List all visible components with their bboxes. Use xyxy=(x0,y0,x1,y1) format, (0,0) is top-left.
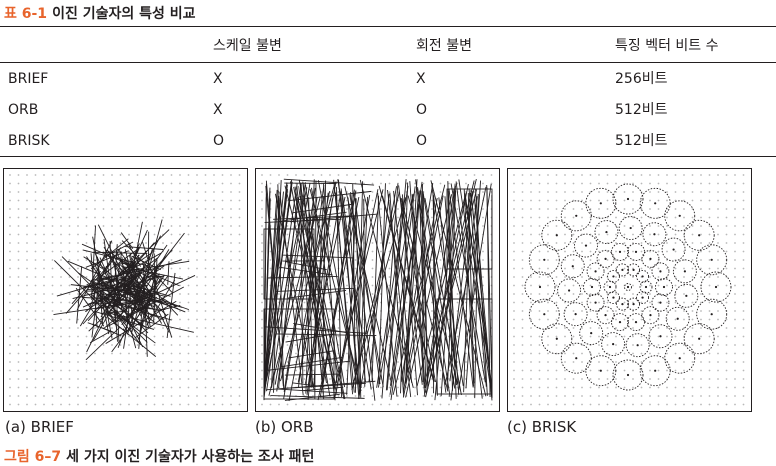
row-brief-name: BRIEF xyxy=(8,71,49,87)
table-caption: 표 6-1 이진 기술자의 특성 비교 xyxy=(4,3,195,23)
orb-test-pairs xyxy=(263,178,493,402)
table-bottom-rule xyxy=(0,156,776,157)
background-dot-grid xyxy=(9,174,241,406)
figure-title: 세 가지 이진 기술자가 사용하는 조사 패턴 xyxy=(66,449,315,465)
orb-pattern-drawing xyxy=(261,174,493,406)
brisk-panel-label: (c) BRISK xyxy=(507,418,577,436)
row-brisk-rotation: O xyxy=(416,133,428,149)
row-orb-name: ORB xyxy=(8,102,39,118)
row-brisk-bits: 512비트 xyxy=(615,133,668,149)
row-brief-scale: X xyxy=(213,71,223,87)
brisk-sampling-rings xyxy=(524,183,732,391)
table-top-rule xyxy=(0,26,776,27)
figure-caption: 그림 6–7 세 가지 이진 기술자가 사용하는 조사 패턴 xyxy=(4,446,314,466)
figure-number: 그림 6–7 xyxy=(4,449,62,465)
row-orb-scale: X xyxy=(213,102,223,118)
row-brisk-scale: O xyxy=(213,133,225,149)
header-rotation-invariant: 회전 불변 xyxy=(416,38,472,54)
brisk-pattern-drawing xyxy=(513,174,745,406)
table-title: 이진 기술자의 특성 비교 xyxy=(52,6,196,22)
brief-test-pairs xyxy=(53,219,196,361)
brief-pattern-drawing xyxy=(9,174,241,406)
brief-pattern-panel xyxy=(3,168,248,412)
orb-pattern-panel xyxy=(255,168,500,412)
header-bit-count: 특징 벡터 비트 수 xyxy=(615,38,719,54)
row-brief-bits: 256비트 xyxy=(615,71,668,87)
header-scale-invariant: 스케일 불변 xyxy=(213,38,282,54)
background-dot-grid xyxy=(513,174,745,406)
table-number: 표 6-1 xyxy=(4,6,48,22)
row-orb-bits: 512비트 xyxy=(615,102,668,118)
table-header-rule xyxy=(0,62,776,63)
orb-panel-label: (b) ORB xyxy=(255,418,314,436)
row-brief-rotation: X xyxy=(416,71,426,87)
brief-panel-label: (a) BRIEF xyxy=(5,418,74,436)
brisk-pattern-panel xyxy=(507,168,752,412)
row-brisk-name: BRISK xyxy=(8,133,50,149)
row-orb-rotation: O xyxy=(416,102,428,118)
